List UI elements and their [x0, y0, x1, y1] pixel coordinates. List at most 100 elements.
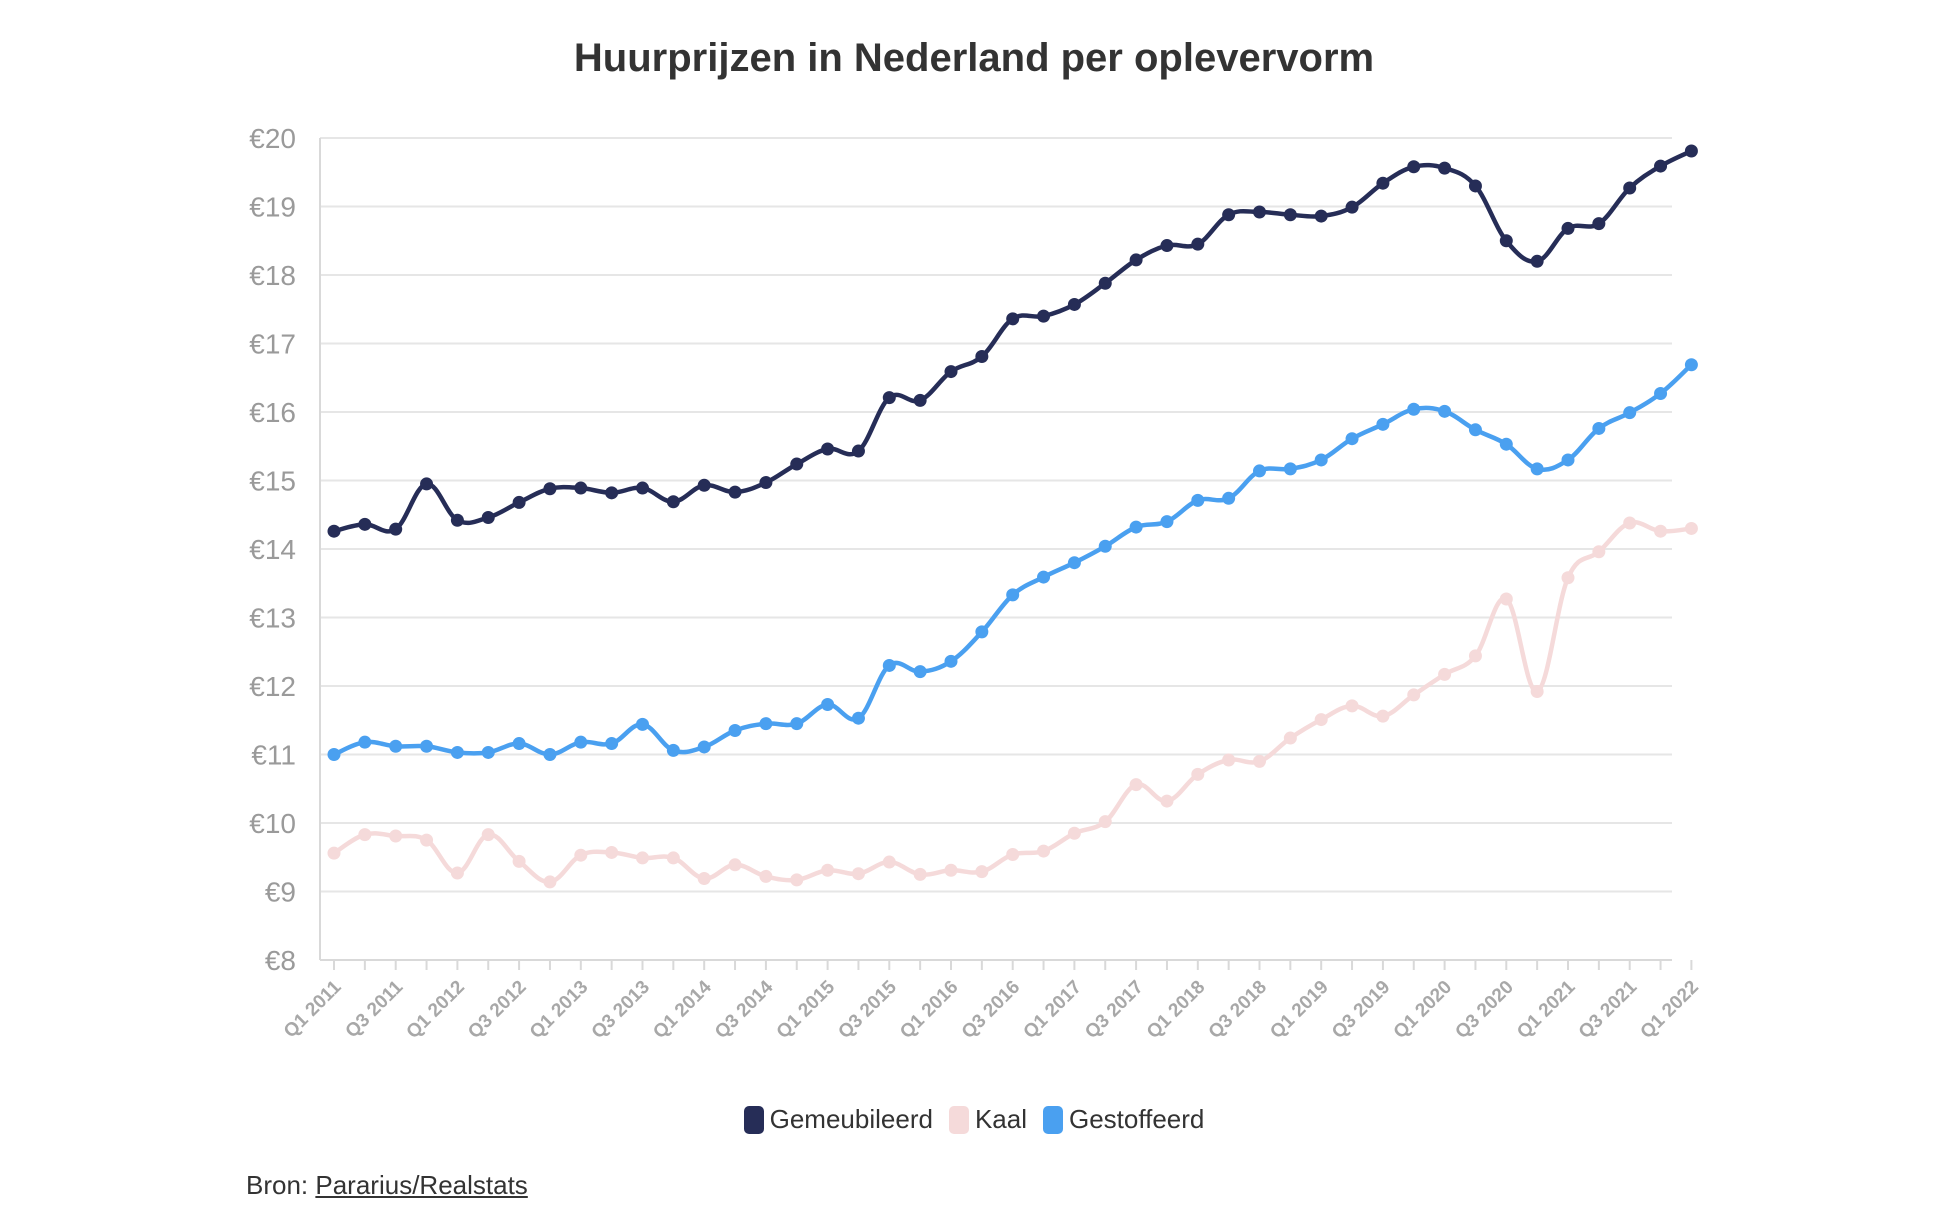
data-point-kaal[interactable] — [882, 855, 896, 869]
data-point-gestoffeerd[interactable] — [697, 740, 711, 754]
data-point-gestoffeerd[interactable] — [1407, 402, 1421, 416]
data-point-gemeubileerd[interactable] — [574, 481, 588, 495]
data-point-gestoffeerd[interactable] — [1438, 404, 1452, 418]
data-point-gestoffeerd[interactable] — [1499, 437, 1513, 451]
data-point-gestoffeerd[interactable] — [1098, 539, 1112, 553]
data-point-kaal[interactable] — [790, 873, 804, 887]
data-point-gestoffeerd[interactable] — [1253, 464, 1266, 478]
data-point-gemeubileerd[interactable] — [1191, 237, 1205, 251]
data-point-gestoffeerd[interactable] — [512, 737, 526, 751]
data-point-gemeubileerd[interactable] — [882, 391, 896, 405]
data-point-gemeubileerd[interactable] — [1037, 309, 1051, 323]
data-point-gemeubileerd[interactable] — [1499, 234, 1513, 248]
data-point-gestoffeerd[interactable] — [1561, 453, 1575, 467]
data-point-gemeubileerd[interactable] — [1654, 159, 1668, 173]
data-point-gemeubileerd[interactable] — [913, 393, 927, 407]
data-point-gemeubileerd[interactable] — [605, 486, 619, 500]
data-point-kaal[interactable] — [1160, 794, 1174, 808]
data-point-gestoffeerd[interactable] — [1530, 462, 1544, 476]
data-point-gestoffeerd[interactable] — [481, 745, 495, 759]
data-point-kaal[interactable] — [1067, 826, 1081, 840]
data-point-gemeubileerd[interactable] — [1468, 179, 1482, 193]
data-point-gestoffeerd[interactable] — [790, 717, 804, 731]
data-point-gemeubileerd[interactable] — [1376, 176, 1390, 190]
data-point-gestoffeerd[interactable] — [882, 658, 896, 672]
legend-item-kaal[interactable]: Kaal — [948, 1104, 1027, 1135]
data-point-gestoffeerd[interactable] — [851, 711, 865, 725]
data-point-kaal[interactable] — [512, 854, 526, 868]
data-point-kaal[interactable] — [1561, 571, 1575, 585]
data-point-kaal[interactable] — [1037, 844, 1051, 858]
data-point-kaal[interactable] — [574, 848, 588, 862]
data-point-gemeubileerd[interactable] — [666, 495, 680, 509]
data-point-gestoffeerd[interactable] — [975, 625, 989, 639]
data-point-gestoffeerd[interactable] — [1222, 491, 1236, 505]
data-point-gemeubileerd[interactable] — [1067, 297, 1081, 311]
data-point-gemeubileerd[interactable] — [1253, 205, 1266, 219]
data-point-gemeubileerd[interactable] — [1561, 221, 1575, 235]
data-point-gemeubileerd[interactable] — [543, 482, 557, 496]
data-point-kaal[interactable] — [481, 828, 495, 842]
data-point-kaal[interactable] — [1623, 516, 1637, 530]
data-point-kaal[interactable] — [759, 869, 773, 883]
data-point-gemeubileerd[interactable] — [327, 524, 341, 538]
data-point-gestoffeerd[interactable] — [1129, 520, 1143, 534]
data-point-kaal[interactable] — [1283, 731, 1297, 745]
data-point-gemeubileerd[interactable] — [1314, 209, 1328, 223]
data-point-kaal[interactable] — [975, 865, 989, 879]
data-point-kaal[interactable] — [450, 866, 464, 880]
data-point-gestoffeerd[interactable] — [821, 697, 835, 711]
legend-item-gemeubileerd[interactable]: Gemeubileerd — [743, 1104, 933, 1135]
data-point-kaal[interactable] — [1499, 592, 1513, 606]
data-point-gemeubileerd[interactable] — [450, 513, 464, 527]
data-point-gemeubileerd[interactable] — [358, 517, 372, 531]
data-point-gemeubileerd[interactable] — [1129, 253, 1143, 267]
data-point-gestoffeerd[interactable] — [389, 739, 403, 753]
data-point-kaal[interactable] — [1654, 524, 1668, 538]
data-point-gemeubileerd[interactable] — [1222, 208, 1236, 222]
data-point-gemeubileerd[interactable] — [975, 350, 989, 364]
data-point-gemeubileerd[interactable] — [851, 444, 865, 458]
data-point-gestoffeerd[interactable] — [1191, 493, 1205, 507]
data-point-gemeubileerd[interactable] — [1345, 200, 1359, 214]
data-point-kaal[interactable] — [389, 829, 403, 843]
data-point-gestoffeerd[interactable] — [1314, 453, 1328, 467]
data-point-kaal[interactable] — [1129, 778, 1143, 792]
data-point-gemeubileerd[interactable] — [481, 510, 495, 524]
data-point-gestoffeerd[interactable] — [1067, 556, 1081, 570]
data-point-gestoffeerd[interactable] — [1283, 462, 1297, 476]
data-point-kaal[interactable] — [358, 828, 372, 842]
data-point-kaal[interactable] — [1592, 545, 1606, 559]
data-point-gemeubileerd[interactable] — [759, 476, 773, 490]
data-point-gestoffeerd[interactable] — [1592, 421, 1606, 435]
data-point-gemeubileerd[interactable] — [512, 495, 526, 509]
data-point-kaal[interactable] — [1407, 688, 1421, 702]
data-point-kaal[interactable] — [420, 833, 434, 847]
data-point-gemeubileerd[interactable] — [728, 485, 742, 499]
data-point-gemeubileerd[interactable] — [697, 478, 711, 492]
data-point-gemeubileerd[interactable] — [1098, 276, 1112, 290]
data-point-kaal[interactable] — [1191, 767, 1205, 781]
data-point-gestoffeerd[interactable] — [450, 745, 464, 759]
data-point-kaal[interactable] — [821, 863, 835, 877]
data-point-kaal[interactable] — [1253, 754, 1266, 768]
data-point-gemeubileerd[interactable] — [420, 477, 434, 491]
data-point-kaal[interactable] — [1314, 713, 1328, 727]
data-point-kaal[interactable] — [1006, 848, 1020, 862]
data-point-kaal[interactable] — [605, 845, 619, 859]
data-point-gestoffeerd[interactable] — [728, 724, 742, 738]
data-point-gestoffeerd[interactable] — [1654, 387, 1668, 401]
data-point-gestoffeerd[interactable] — [1684, 358, 1698, 372]
data-point-kaal[interactable] — [1684, 521, 1698, 535]
data-point-gestoffeerd[interactable] — [1006, 588, 1020, 602]
data-point-gemeubileerd[interactable] — [636, 481, 649, 495]
data-point-kaal[interactable] — [666, 851, 680, 865]
data-point-kaal[interactable] — [913, 867, 927, 881]
data-point-kaal[interactable] — [1376, 709, 1390, 723]
data-point-gestoffeerd[interactable] — [666, 743, 680, 757]
data-point-gestoffeerd[interactable] — [636, 717, 649, 731]
data-point-gemeubileerd[interactable] — [821, 442, 835, 456]
data-point-gestoffeerd[interactable] — [1623, 406, 1637, 420]
data-point-kaal[interactable] — [636, 851, 649, 865]
data-point-kaal[interactable] — [851, 867, 865, 881]
